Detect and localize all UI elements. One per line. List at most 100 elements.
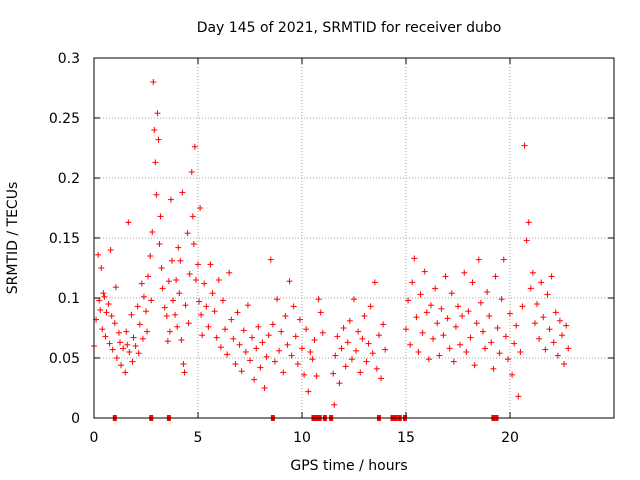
data-point [269,321,276,328]
data-point [375,332,382,339]
y-tick-label: 0.1 [58,291,80,307]
data-point [192,277,199,283]
data-point [147,253,154,259]
data-point [359,335,366,342]
data-point [492,273,499,280]
data-point [519,303,526,310]
x-tick-label: 10 [293,430,311,446]
data-point [199,332,206,339]
data-point [118,362,125,369]
data-point [129,358,136,365]
data-point [165,278,172,285]
data-point [463,349,470,355]
data-point [286,278,293,285]
data-point [173,277,180,283]
data-point [161,304,168,311]
data-point [176,290,183,297]
data-point [355,328,362,335]
data-point [276,347,283,354]
data-point [190,241,197,247]
data-point [213,334,220,341]
data-point [259,339,266,346]
data-point [205,323,212,330]
data-point [215,277,222,283]
data-point [257,364,264,371]
data-point [253,345,260,352]
data-point [125,219,132,226]
data-point [247,357,253,364]
data-point [236,341,243,348]
data-point [113,355,120,361]
data-point [527,285,534,292]
data-point [303,326,310,333]
data-point [461,269,468,276]
y-tick-label: 0.15 [49,231,80,247]
data-point [150,79,157,85]
data-point [457,341,464,348]
data-point [288,352,295,359]
data-point [290,303,297,310]
data-point [403,326,409,333]
data-point [99,326,106,333]
data-point [523,237,530,244]
x-tick-label: 5 [194,430,203,446]
y-tick-labels: 0 0.05 0.1 0.15 0.2 0.25 0.3 [49,51,80,427]
data-point [201,280,208,287]
data-point [251,376,258,383]
data-point [115,329,122,336]
data-point [198,311,205,318]
data-point [230,335,237,342]
data-point [102,333,109,340]
data-point [135,350,142,357]
data-point [415,349,422,355]
data-point [111,320,118,327]
data-point [296,316,303,323]
data-point [226,269,233,276]
data-point [166,328,173,335]
data-point [109,346,116,353]
data-point [561,361,568,367]
data-point [144,328,151,335]
data-point [507,310,513,317]
data-point [367,303,374,310]
data-point [222,326,229,333]
data-point [554,352,561,359]
data-point [371,279,378,286]
x-axis-label: GPS time / hours [290,458,407,474]
data-point [175,244,182,251]
data-point [148,297,155,304]
data-point [365,340,372,347]
data-point [546,326,553,333]
data-point [100,290,107,297]
data-point [563,322,570,329]
data-point [313,373,320,379]
data-point [101,293,108,300]
data-point [178,337,185,343]
data-point [484,289,491,295]
data-point [448,290,455,297]
data-point [180,361,187,367]
data-point [405,297,412,304]
data-point [155,136,162,143]
data-point [145,273,152,280]
data-point [282,313,289,319]
x-tick-label: 15 [397,430,415,446]
data-point [559,332,565,339]
data-point [542,346,549,353]
chart-title: Day 145 of 2021, SRMTID for receiver dub… [197,20,502,36]
data-point [361,313,368,319]
data-point [294,361,301,367]
data-point [159,285,166,292]
data-point [177,257,184,264]
data-point [97,307,104,313]
data-point [299,345,305,352]
data-point [219,297,226,304]
data-point [344,339,351,346]
data-point [120,345,127,352]
data-point [490,365,497,372]
data-points [91,79,572,408]
data-point [440,332,447,339]
data-point [357,369,364,376]
data-point [534,301,541,307]
data-point [292,333,299,340]
